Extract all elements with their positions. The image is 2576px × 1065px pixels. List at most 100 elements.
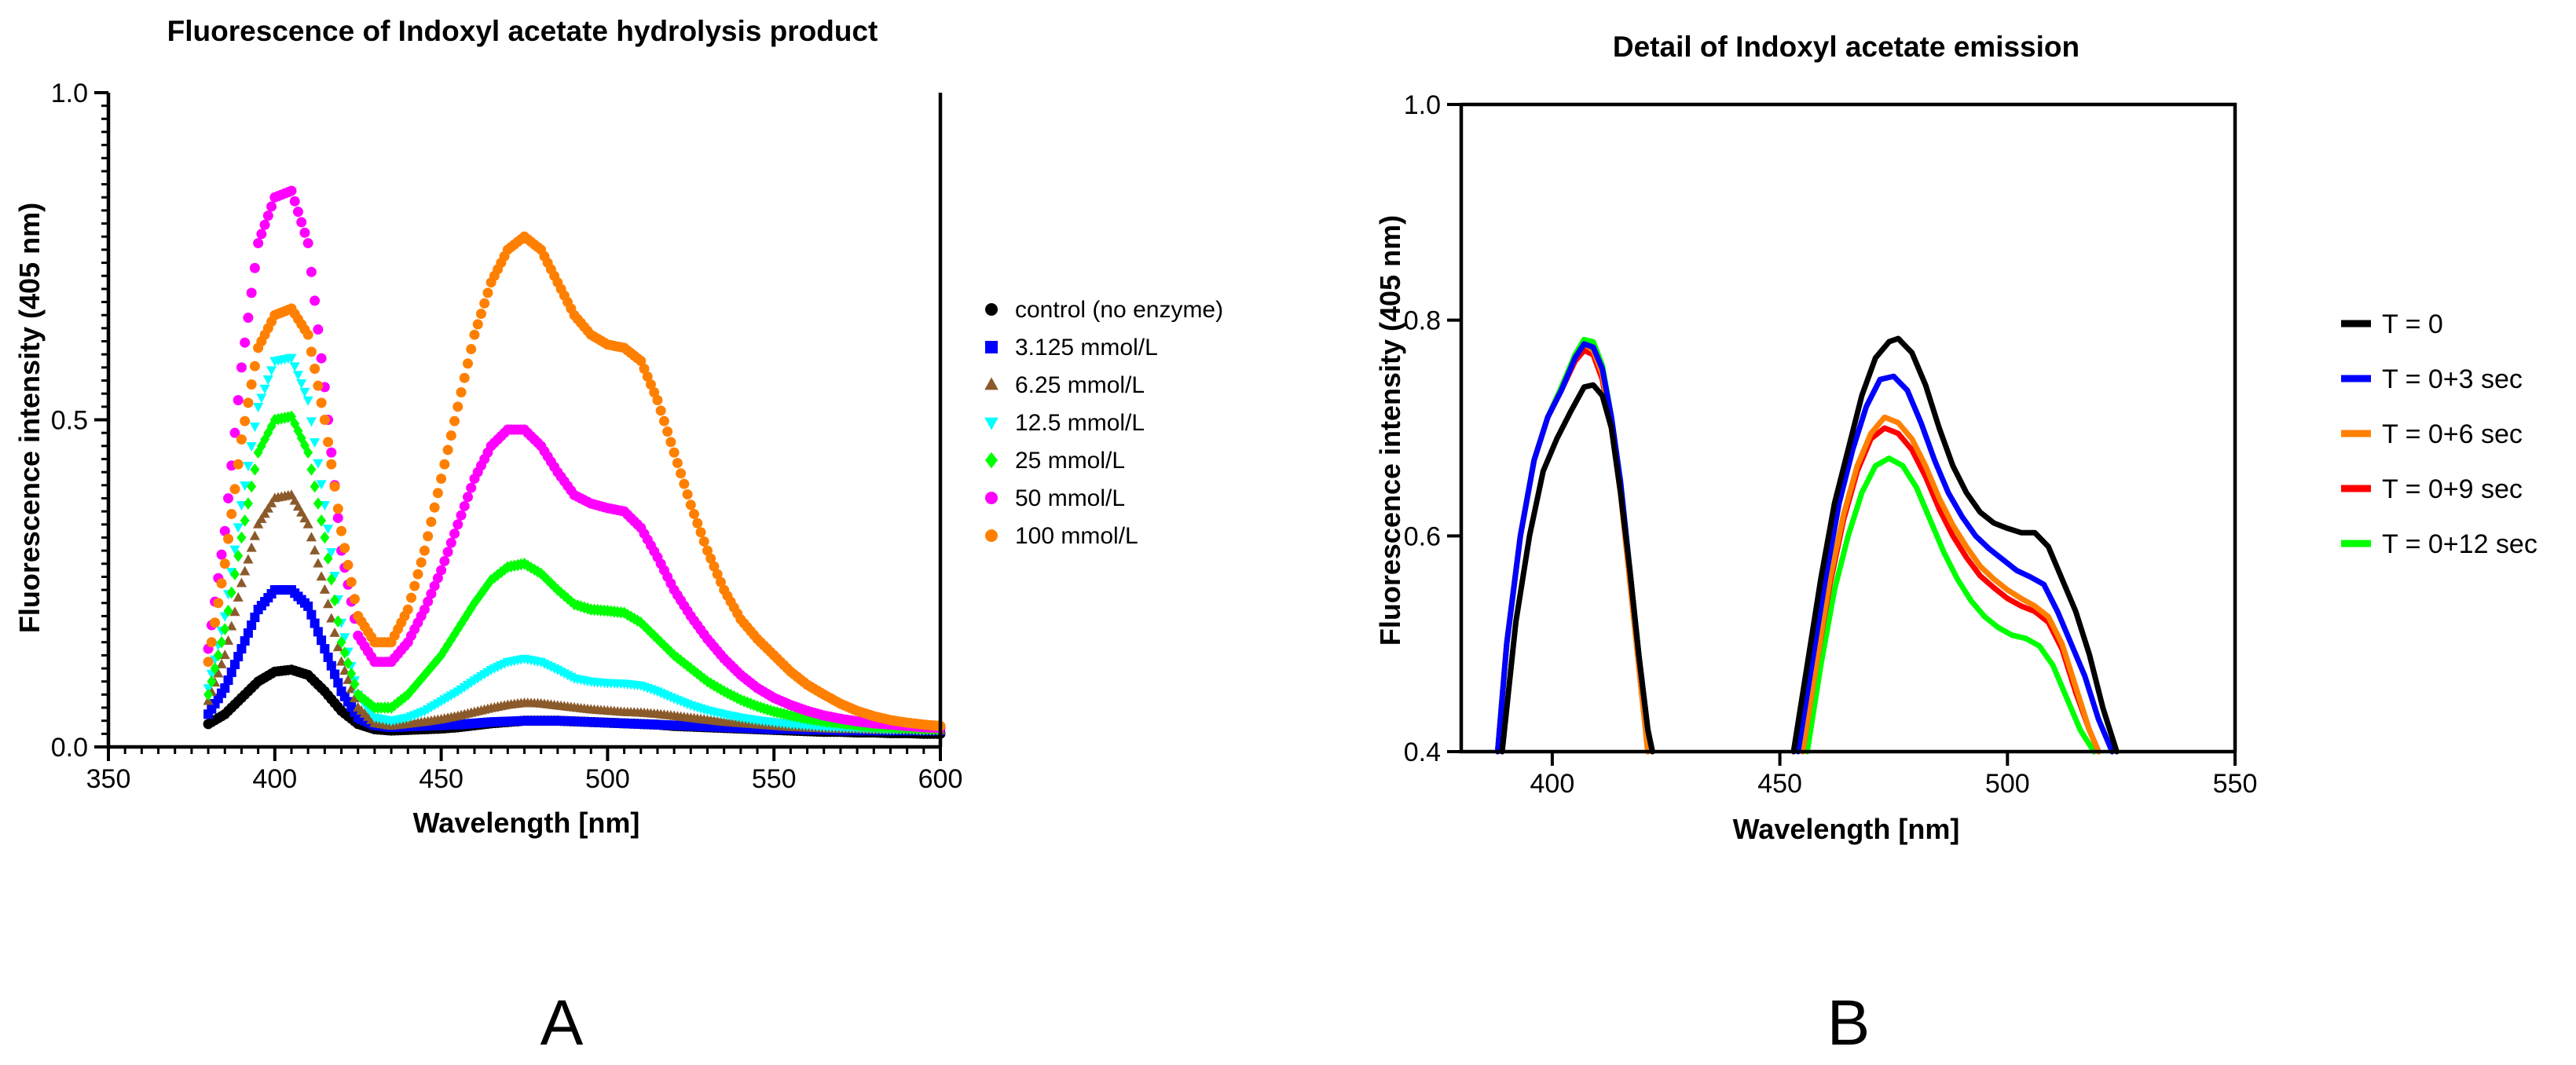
data-point bbox=[243, 497, 253, 510]
data-point bbox=[709, 561, 720, 572]
data-point bbox=[429, 580, 440, 591]
data-point bbox=[299, 387, 310, 397]
data-point bbox=[705, 553, 716, 564]
data-point bbox=[266, 366, 277, 376]
y-tick-label: 0.8 bbox=[1404, 306, 1441, 336]
data-point bbox=[456, 510, 467, 521]
data-point bbox=[683, 659, 693, 672]
data-point bbox=[303, 446, 313, 459]
data-point bbox=[310, 480, 320, 493]
data-point bbox=[316, 353, 327, 364]
data-point bbox=[229, 606, 240, 617]
data-point bbox=[336, 525, 347, 536]
data-point bbox=[229, 568, 240, 580]
data-point bbox=[652, 395, 663, 406]
chart-a-plot-area bbox=[203, 185, 946, 739]
data-point bbox=[220, 623, 230, 635]
data-point bbox=[310, 438, 321, 448]
data-point bbox=[479, 298, 490, 309]
legend-label: T = 0 bbox=[2382, 309, 2443, 339]
data-point bbox=[313, 558, 324, 568]
data-point bbox=[236, 644, 247, 654]
data-point bbox=[326, 447, 337, 458]
data-point bbox=[317, 635, 327, 646]
data-point bbox=[262, 503, 273, 513]
data-point bbox=[313, 324, 324, 335]
data-point bbox=[436, 649, 446, 662]
data-point bbox=[459, 500, 470, 511]
data-point bbox=[466, 482, 477, 493]
data-point bbox=[219, 650, 230, 660]
data-point bbox=[262, 375, 273, 386]
data-point bbox=[286, 489, 297, 500]
data-point bbox=[462, 492, 473, 503]
data-point bbox=[236, 531, 247, 544]
x-tick-label: 550 bbox=[752, 764, 797, 794]
data-point bbox=[649, 629, 659, 642]
data-point bbox=[476, 587, 486, 600]
data-point bbox=[313, 380, 324, 391]
data-point bbox=[346, 683, 357, 694]
data-point bbox=[712, 569, 723, 580]
data-point bbox=[343, 657, 353, 670]
data-point bbox=[546, 576, 556, 590]
data-point bbox=[316, 480, 327, 490]
data-point bbox=[426, 516, 437, 527]
data-point bbox=[292, 207, 303, 218]
data-point bbox=[445, 430, 456, 441]
data-point bbox=[366, 698, 376, 712]
series-line bbox=[1800, 414, 2101, 755]
data-point bbox=[240, 481, 251, 491]
data-point bbox=[419, 545, 430, 556]
series-line bbox=[1499, 382, 1655, 755]
data-point bbox=[249, 262, 260, 273]
legend-label: T = 0+6 sec bbox=[2382, 419, 2523, 449]
data-point bbox=[246, 442, 257, 452]
data-point bbox=[639, 364, 650, 375]
y-tick-label: 1.0 bbox=[51, 79, 88, 108]
data-point bbox=[243, 462, 254, 472]
data-point bbox=[669, 447, 680, 458]
chart-b-title: Detail of Indoxyl acetate emission bbox=[1613, 31, 2079, 63]
data-point bbox=[696, 670, 706, 683]
data-point bbox=[302, 329, 313, 340]
data-point bbox=[672, 457, 683, 468]
data-point bbox=[326, 547, 337, 558]
data-point bbox=[246, 542, 257, 552]
chart-b-plot-area bbox=[1494, 335, 2120, 755]
data-point bbox=[216, 549, 227, 560]
data-point bbox=[689, 508, 700, 519]
data-point bbox=[403, 688, 413, 701]
data-point bbox=[233, 591, 244, 602]
data-point bbox=[445, 537, 456, 548]
data-point bbox=[456, 387, 467, 398]
data-point bbox=[256, 393, 267, 404]
data-point bbox=[463, 607, 473, 620]
chart-b-xlabel: Wavelength [nm] bbox=[1733, 813, 1960, 845]
data-point bbox=[320, 644, 330, 654]
data-point bbox=[310, 295, 321, 306]
data-point bbox=[332, 503, 343, 514]
data-point bbox=[220, 683, 230, 694]
y-tick-label: 1.0 bbox=[1404, 90, 1441, 120]
data-point bbox=[442, 547, 453, 558]
data-point bbox=[642, 371, 653, 382]
legend-marker bbox=[984, 377, 999, 390]
data-point bbox=[456, 617, 467, 631]
data-point bbox=[482, 287, 493, 298]
chart-a-axes: 350 400 450 500 550 600 0.0 0.5 1.0 bbox=[51, 79, 963, 794]
data-point bbox=[326, 459, 337, 470]
data-point bbox=[303, 601, 313, 611]
data-point bbox=[243, 397, 254, 408]
data-point bbox=[339, 646, 350, 659]
data-point bbox=[293, 424, 303, 437]
data-point bbox=[292, 501, 304, 511]
data-point bbox=[229, 484, 240, 495]
data-point bbox=[665, 437, 676, 448]
data-point bbox=[339, 543, 350, 554]
x-tick-label: 500 bbox=[1985, 769, 2030, 799]
data-point bbox=[286, 185, 297, 196]
data-point bbox=[286, 353, 297, 364]
data-point bbox=[226, 668, 236, 678]
data-point bbox=[240, 337, 251, 348]
